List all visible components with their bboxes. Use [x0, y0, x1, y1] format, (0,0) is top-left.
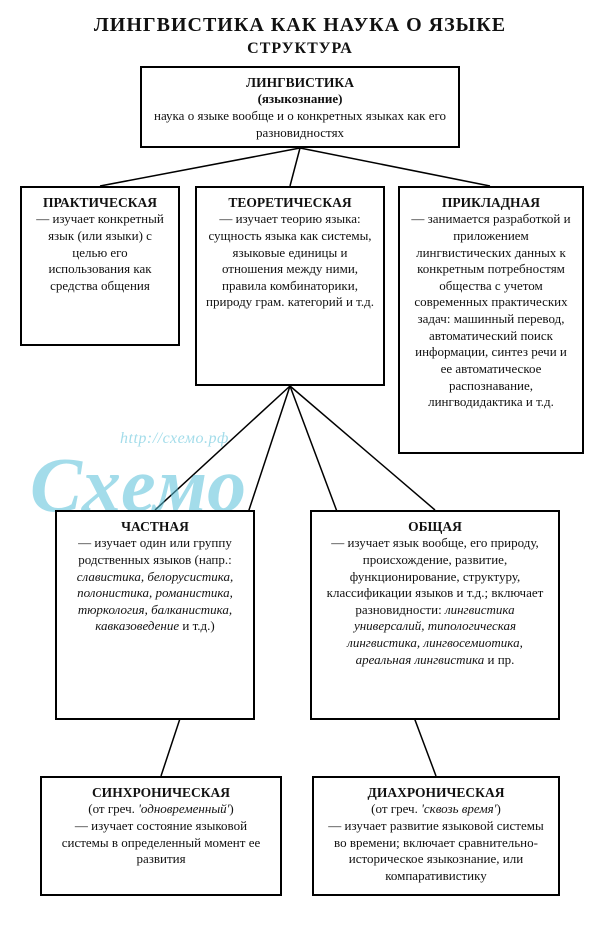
- node-root-title: ЛИНГВИСТИКА: [150, 74, 450, 91]
- edge-root-to-applied: [300, 148, 490, 186]
- node-general: ОБЩАЯ — изучает язык вообще, его природу…: [310, 510, 560, 720]
- node-applied-desc: — занимается разработкой и приложением л…: [408, 211, 574, 411]
- node-diachronic: ДИАХРОНИЧЕСКАЯ (от греч. 'сквозь время')…: [312, 776, 560, 896]
- node-practical-title: ПРАКТИЧЕСКАЯ: [30, 194, 170, 211]
- node-root: ЛИНГВИСТИКА (языкознание) наука о языке …: [140, 66, 460, 148]
- node-root-desc: наука о языке вообще и о конкретных язык…: [150, 108, 450, 141]
- diagram-canvas: ЛИНГВИСТИКА КАК НАУКА О ЯЗЫКЕ СТРУКТУРА …: [0, 0, 600, 937]
- node-diachronic-title: ДИАХРОНИЧЕСКАЯ: [322, 784, 550, 801]
- node-general-desc: — изучает язык вообще, его природу, прои…: [320, 535, 550, 668]
- node-diachronic-desc: (от греч. 'сквозь время')— изучает разви…: [322, 801, 550, 884]
- node-particular-desc: — изучает один или группу родственных яз…: [65, 535, 245, 635]
- node-synchronic-desc: (от греч. 'одновременный')— изучает сост…: [50, 801, 272, 868]
- node-theoretical-desc: — изучает теорию языка: сущность языка к…: [205, 211, 375, 311]
- node-synchronic-title: СИНХРОНИЧЕСКАЯ: [50, 784, 272, 801]
- node-root-sub: (языкознание): [150, 91, 450, 108]
- node-particular: ЧАСТНАЯ — изучает один или группу родств…: [55, 510, 255, 720]
- edge-root-to-practical: [100, 148, 300, 186]
- node-applied-title: ПРИКЛАДНАЯ: [408, 194, 574, 211]
- node-practical: ПРАКТИЧЕСКАЯ — изучает конкретный язык (…: [20, 186, 180, 346]
- edge-root-to-theoretical: [290, 148, 300, 186]
- node-particular-title: ЧАСТНАЯ: [65, 518, 245, 535]
- node-applied: ПРИКЛАДНАЯ — занимается разработкой и пр…: [398, 186, 584, 454]
- node-practical-desc: — изучает конкретный язык (или языки) с …: [30, 211, 170, 294]
- node-theoretical-title: ТЕОРЕТИЧЕСКАЯ: [205, 194, 375, 211]
- node-synchronic: СИНХРОНИЧЕСКАЯ (от греч. 'одновременный'…: [40, 776, 282, 896]
- node-general-title: ОБЩАЯ: [320, 518, 550, 535]
- node-theoretical: ТЕОРЕТИЧЕСКАЯ — изучает теорию языка: су…: [195, 186, 385, 386]
